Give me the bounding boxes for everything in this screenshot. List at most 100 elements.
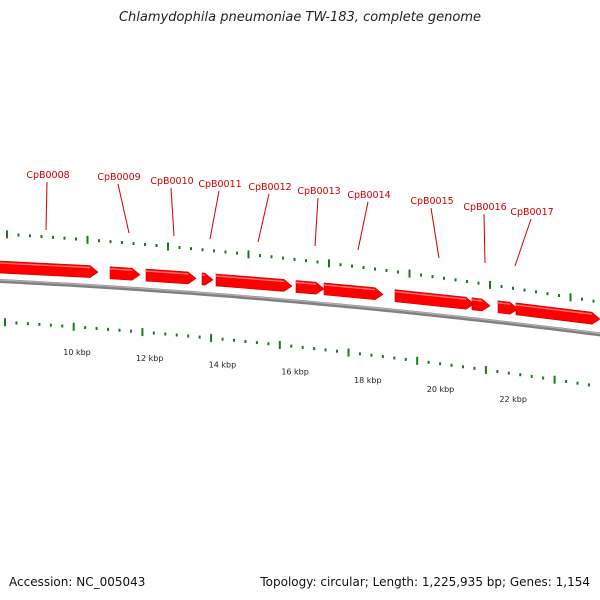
upper-tick	[155, 244, 158, 248]
lower-tick	[210, 334, 213, 343]
lower-tick	[38, 322, 41, 326]
lower-tick	[49, 323, 52, 327]
lower-tick	[15, 321, 18, 325]
upper-tick	[305, 259, 307, 263]
gene-arrow	[145, 268, 197, 285]
gene-leader-line	[483, 213, 486, 264]
lower-tick	[553, 375, 556, 384]
gene-label: CpB0011	[198, 179, 241, 190]
lower-tick	[542, 376, 545, 380]
ruler-label: 12 kbp	[136, 354, 164, 363]
lower-tick	[95, 326, 98, 330]
upper-tick	[144, 243, 146, 247]
gene-arrow	[515, 302, 600, 325]
gene-label: CpB0015	[410, 196, 453, 207]
lower-tick	[404, 357, 407, 361]
lower-tick	[587, 383, 590, 387]
gene-arrow	[471, 297, 491, 312]
lower-tick	[565, 379, 568, 383]
gene-leader-line	[314, 197, 319, 247]
gene-leader-line	[45, 181, 48, 231]
backbone-highlight	[0, 279, 600, 335]
upper-tick	[328, 259, 330, 268]
lower-tick	[507, 371, 510, 375]
lower-tick	[358, 352, 361, 356]
lower-tick	[244, 339, 247, 343]
upper-tick	[569, 293, 572, 302]
upper-tick	[466, 280, 468, 284]
gene-arrow	[109, 266, 141, 281]
upper-tick	[6, 230, 8, 239]
gene-arrow-highlight	[497, 302, 511, 305]
upper-tick	[535, 290, 537, 294]
gene-arrow	[394, 289, 475, 310]
upper-tick	[454, 278, 457, 282]
upper-tick	[167, 242, 169, 251]
lower-tick	[187, 334, 190, 338]
lower-tick	[347, 348, 350, 357]
gene-label: CpB0014	[347, 190, 390, 201]
lower-tick	[576, 381, 579, 385]
upper-tick	[362, 266, 365, 270]
gene-arrow	[0, 260, 99, 278]
lower-tick	[221, 337, 224, 341]
upper-tick	[546, 292, 549, 296]
upper-tick	[489, 280, 491, 289]
upper-tick	[29, 234, 31, 238]
upper-tick	[374, 267, 376, 271]
gene-arrow-highlight	[145, 270, 189, 275]
gene-leader-line	[430, 207, 440, 259]
gene-arrow-highlight	[0, 262, 91, 269]
lower-tick	[4, 318, 6, 327]
gene-arrow-highlight	[215, 275, 285, 283]
lower-tick	[530, 374, 533, 378]
gene-leader-line	[357, 201, 369, 251]
lower-tick	[118, 328, 121, 332]
lower-tick	[129, 329, 132, 333]
lower-tick	[152, 331, 155, 335]
gene-arrow	[497, 300, 519, 315]
upper-tick	[213, 249, 215, 253]
upper-tick	[17, 233, 20, 237]
upper-tick	[408, 269, 411, 278]
lower-tick	[72, 322, 75, 331]
accession-text: Accession: NC_005043	[9, 575, 146, 589]
lower-tick	[61, 324, 64, 328]
lower-tick	[175, 333, 178, 337]
genome-backbone	[0, 278, 600, 337]
gene-label: CpB0010	[150, 176, 193, 187]
upper-tick	[316, 260, 319, 264]
ruler-label: 20 kbp	[427, 385, 455, 394]
lower-tick	[370, 353, 373, 357]
upper-tick	[558, 294, 560, 298]
upper-tick	[443, 276, 445, 280]
lower-tick	[278, 340, 281, 349]
upper-tick	[121, 241, 123, 245]
upper-tick	[581, 297, 583, 301]
ruler-label: 14 kbp	[209, 360, 237, 369]
upper-tick	[178, 246, 181, 250]
lower-tick	[393, 356, 396, 360]
upper-tick	[63, 236, 66, 240]
gene-arrow	[201, 272, 214, 286]
lower-tick	[26, 322, 29, 326]
upper-tick	[477, 281, 480, 285]
lower-tick	[450, 363, 453, 367]
lower-tick	[336, 349, 339, 353]
gene-track	[0, 260, 600, 325]
lower-tick	[484, 365, 487, 374]
lower-tick	[313, 347, 316, 351]
upper-tick	[420, 273, 422, 277]
gene-arrow-highlight	[394, 291, 467, 300]
upper-tick	[52, 235, 54, 239]
lower-tick-ruler: 10 kbp 12 kbp 14 kbp 16 kbp 18 kbp 20 kbp 22 k…	[4, 318, 590, 404]
lower-tick	[301, 345, 304, 349]
upper-tick	[190, 247, 192, 251]
lower-tick	[496, 369, 499, 373]
gene-arrow	[323, 282, 384, 301]
lower-tick	[381, 355, 384, 359]
upper-tick	[259, 254, 261, 258]
upper-tick	[224, 250, 227, 254]
lower-tick	[233, 338, 235, 342]
